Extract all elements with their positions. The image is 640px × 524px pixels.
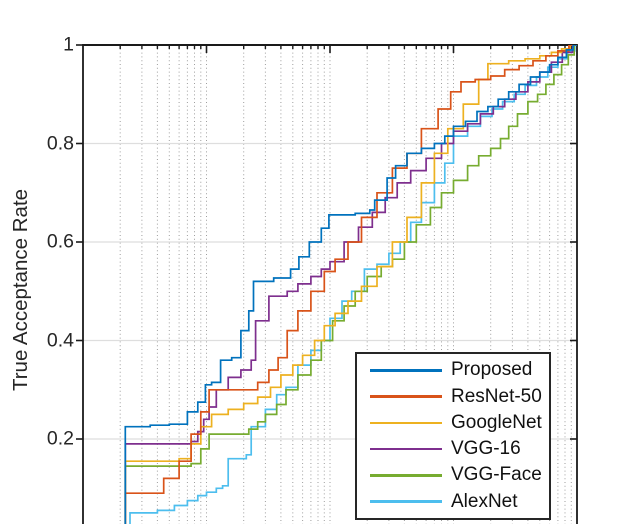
legend-item-vgg-16: VGG-16	[357, 436, 549, 462]
legend-item-proposed: Proposed	[357, 357, 549, 383]
tick-marks	[76, 44, 577, 440]
series-line-vgg-face	[124, 45, 577, 524]
series-line-resnet-50	[124, 45, 577, 524]
series-line-googlenet	[124, 45, 577, 524]
legend-label: ResNet-50	[451, 385, 542, 407]
legend-label: GoogleNet	[451, 411, 542, 433]
y-tick-label: 0.2	[46, 427, 74, 450]
legend-line-swatch	[370, 395, 442, 398]
legend-item-vgg-face: VGG-Face	[357, 462, 549, 488]
legend-item-resnet-50: ResNet-50	[357, 384, 549, 410]
legend-label: AlexNet	[451, 490, 518, 512]
legend-label: Proposed	[451, 359, 533, 381]
y-tick-label: 0.8	[46, 132, 74, 154]
y-tick-label: 1	[63, 33, 74, 56]
series-line-proposed	[124, 45, 577, 524]
legend-item-alexnet: AlexNet	[357, 489, 549, 515]
legend: Proposed ResNet-50 GoogleNet VGG-16 VGG-Face…	[355, 352, 551, 520]
legend-line-swatch	[370, 421, 442, 425]
legend-line-swatch	[370, 447, 442, 451]
legend-line-swatch	[370, 500, 442, 503]
legend-item-googlenet: GoogleNet	[357, 410, 549, 436]
y-tick-label: 0.4	[46, 329, 74, 351]
series-lines	[124, 45, 577, 524]
legend-label: VGG-Face	[451, 464, 542, 486]
legend-label: VGG-16	[451, 438, 521, 460]
legend-line-swatch	[370, 474, 442, 477]
legend-line-swatch	[370, 368, 442, 372]
y-tick-label: 0.6	[46, 230, 74, 253]
